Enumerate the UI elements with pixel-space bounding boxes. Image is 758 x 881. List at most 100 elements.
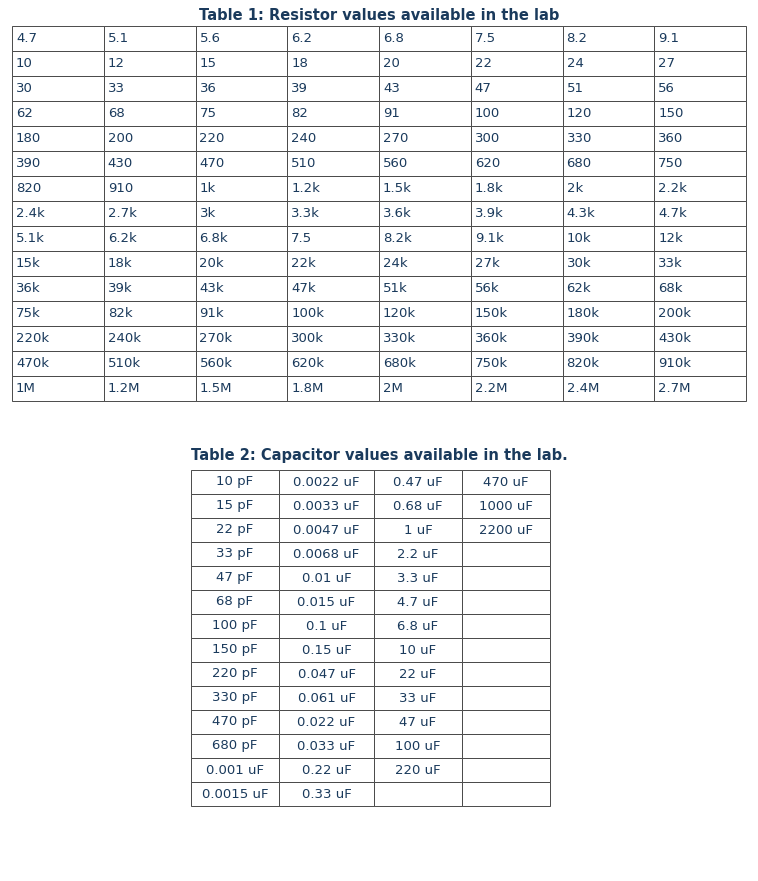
Text: 6.8: 6.8	[383, 32, 404, 45]
Text: 100: 100	[475, 107, 500, 120]
Text: 5.6: 5.6	[199, 32, 221, 45]
Text: 560k: 560k	[199, 357, 233, 370]
Bar	[104, 251, 196, 276]
Text: 0.0068 uF: 0.0068 uF	[293, 547, 359, 560]
Text: 1.8k: 1.8k	[475, 182, 503, 195]
Text: 51k: 51k	[383, 282, 408, 295]
Bar	[104, 201, 196, 226]
Text: 180: 180	[16, 132, 41, 145]
Text: 91k: 91k	[199, 307, 224, 320]
Text: 680k: 680k	[383, 357, 416, 370]
Text: 1 uF: 1 uF	[403, 523, 432, 537]
Bar	[287, 226, 379, 251]
Text: 0.01 uF: 0.01 uF	[302, 572, 351, 584]
Text: 7.5: 7.5	[475, 32, 496, 45]
Bar	[462, 710, 550, 734]
Bar	[654, 276, 746, 301]
Bar	[462, 758, 550, 782]
Bar	[462, 638, 550, 662]
Text: 750k: 750k	[475, 357, 508, 370]
Text: 2.7k: 2.7k	[108, 207, 136, 220]
Bar	[196, 226, 287, 251]
Text: 330 pF: 330 pF	[212, 692, 258, 705]
Text: 51: 51	[566, 82, 584, 95]
Bar	[279, 782, 374, 806]
Text: 62k: 62k	[566, 282, 591, 295]
Text: 0.022 uF: 0.022 uF	[297, 715, 356, 729]
Bar	[462, 662, 550, 686]
Text: 390k: 390k	[566, 332, 600, 345]
Text: 15: 15	[199, 57, 217, 70]
Bar	[279, 590, 374, 614]
Bar	[104, 276, 196, 301]
Text: 2200 uF: 2200 uF	[479, 523, 533, 537]
Text: 330k: 330k	[383, 332, 416, 345]
Text: 20k: 20k	[199, 257, 224, 270]
Bar	[471, 376, 562, 401]
Bar	[196, 76, 287, 101]
Text: 27: 27	[658, 57, 675, 70]
Text: 0.47 uF: 0.47 uF	[393, 476, 443, 488]
Bar	[379, 351, 471, 376]
Text: 2.4M: 2.4M	[566, 382, 599, 395]
Text: 470 uF: 470 uF	[484, 476, 529, 488]
Text: 820k: 820k	[566, 357, 600, 370]
Text: 0.68 uF: 0.68 uF	[393, 500, 443, 513]
Text: 12: 12	[108, 57, 125, 70]
Bar	[196, 351, 287, 376]
Bar	[12, 326, 104, 351]
Bar	[287, 351, 379, 376]
Bar	[471, 301, 562, 326]
Bar	[12, 276, 104, 301]
Bar	[374, 470, 462, 494]
Text: 15k: 15k	[16, 257, 41, 270]
Text: 30k: 30k	[566, 257, 591, 270]
Bar	[196, 26, 287, 51]
Bar	[374, 782, 462, 806]
Bar	[462, 590, 550, 614]
Bar	[287, 376, 379, 401]
Text: 7.5: 7.5	[291, 232, 312, 245]
Bar	[104, 326, 196, 351]
Text: 0.0047 uF: 0.0047 uF	[293, 523, 360, 537]
Bar	[104, 351, 196, 376]
Text: 430k: 430k	[658, 332, 691, 345]
Bar	[379, 251, 471, 276]
Text: 36k: 36k	[16, 282, 41, 295]
Bar	[462, 470, 550, 494]
Bar	[562, 151, 654, 176]
Bar	[287, 176, 379, 201]
Bar	[279, 518, 374, 542]
Bar	[562, 251, 654, 276]
Text: 4.7: 4.7	[16, 32, 37, 45]
Bar	[196, 276, 287, 301]
Bar	[462, 782, 550, 806]
Text: 240k: 240k	[108, 332, 141, 345]
Text: 0.22 uF: 0.22 uF	[302, 764, 352, 776]
Text: 0.1 uF: 0.1 uF	[306, 619, 347, 633]
Text: 100k: 100k	[291, 307, 324, 320]
Text: 1000 uF: 1000 uF	[479, 500, 533, 513]
Text: 180k: 180k	[566, 307, 600, 320]
Text: 1.8M: 1.8M	[291, 382, 324, 395]
Bar	[562, 101, 654, 126]
Bar	[104, 226, 196, 251]
Bar	[379, 301, 471, 326]
Bar	[196, 176, 287, 201]
Text: 62: 62	[16, 107, 33, 120]
Bar	[104, 151, 196, 176]
Text: 2.2M: 2.2M	[475, 382, 507, 395]
Text: 0.015 uF: 0.015 uF	[297, 596, 356, 609]
Text: 2.4k: 2.4k	[16, 207, 45, 220]
Text: 33 uF: 33 uF	[399, 692, 437, 705]
Bar	[196, 101, 287, 126]
Bar	[471, 51, 562, 76]
Text: 24k: 24k	[383, 257, 408, 270]
Bar	[462, 518, 550, 542]
Bar	[654, 201, 746, 226]
Text: 43k: 43k	[199, 282, 224, 295]
Text: 2.7M: 2.7M	[658, 382, 691, 395]
Text: 33 pF: 33 pF	[216, 547, 254, 560]
Text: 220k: 220k	[16, 332, 49, 345]
Bar	[462, 686, 550, 710]
